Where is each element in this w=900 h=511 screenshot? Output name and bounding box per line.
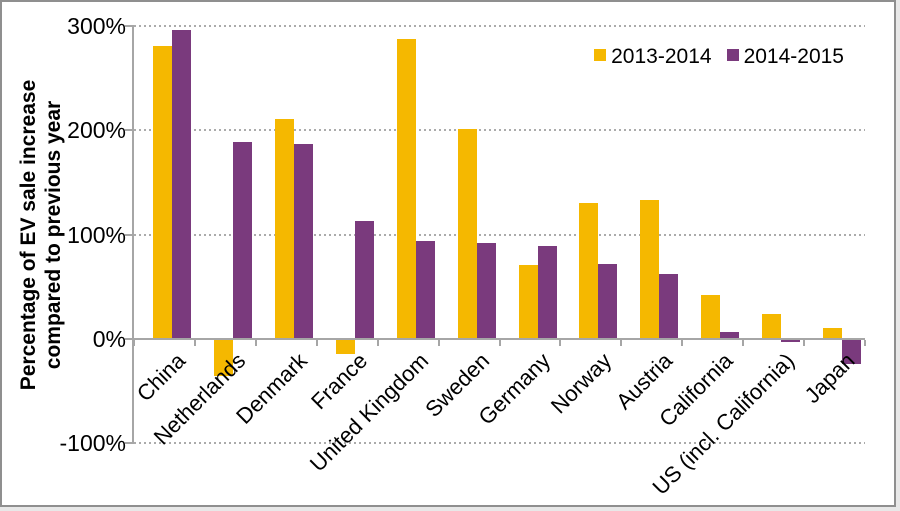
bar-sweden-2013-2014 xyxy=(457,129,477,339)
bar-china-2013-2014 xyxy=(153,45,172,339)
bar-united-kingdom-2013-2014 xyxy=(396,38,416,339)
bar-united-kingdom-2014-2015 xyxy=(415,240,435,339)
bar-china-2014-2015 xyxy=(172,30,191,339)
y-axis-tick-300% xyxy=(125,25,134,27)
y-axis-tick-0% xyxy=(125,337,134,340)
bar-austria-2014-2015 xyxy=(659,274,679,339)
bar-austria-2013-2014 xyxy=(640,200,660,339)
bar-sweden-2014-2015 xyxy=(476,242,496,339)
bar-denmark-2014-2015 xyxy=(293,143,313,339)
bar-california-2014-2015 xyxy=(720,332,740,339)
bar-france-2013-2014 xyxy=(335,339,355,355)
bar-us-incl-california--2013-2014 xyxy=(762,313,782,339)
bar-us-incl-california--2014-2015 xyxy=(781,339,801,342)
y-axis-tick-100% xyxy=(125,233,134,236)
bar-japan-2013-2014 xyxy=(823,328,843,339)
bar-netherlands-2014-2015 xyxy=(232,141,252,339)
bar-germany-2014-2015 xyxy=(537,245,557,339)
x-axis-tick-6 xyxy=(498,339,501,346)
bar-japan-2014-2015 xyxy=(842,339,862,364)
x-axis-tick-5 xyxy=(437,339,440,346)
x-axis-tick-1 xyxy=(193,339,196,346)
legend-swatch-2014-2015 xyxy=(726,49,739,61)
x-axis-tick-2 xyxy=(254,339,257,346)
legend-label-2014-2015: 2014-2015 xyxy=(743,45,844,68)
bar-california-2013-2014 xyxy=(701,294,721,339)
gridline-100% xyxy=(134,233,865,236)
legend: 2013-2014 2014-2015 xyxy=(594,45,844,69)
gridline-200% xyxy=(134,129,865,132)
y-axis-tick--100% xyxy=(125,442,134,444)
legend-item-2014-2015: 2014-2015 xyxy=(726,45,844,69)
bar-netherlands-2013-2014 xyxy=(213,339,233,377)
y-tick-label-300%: 300% xyxy=(67,13,126,39)
legend-swatch-2013-2014 xyxy=(594,49,607,61)
x-axis-line xyxy=(132,337,865,340)
x-axis-tick-12 xyxy=(864,339,866,346)
x-axis-tick-7 xyxy=(559,339,562,346)
x-axis-tick-4 xyxy=(376,339,379,346)
bar-norway-2013-2014 xyxy=(579,203,599,339)
x-axis-tick-10 xyxy=(742,339,745,346)
gridline-300% xyxy=(134,25,865,27)
y-tick-label-100%: 100% xyxy=(67,221,126,248)
bar-denmark-2013-2014 xyxy=(274,118,294,339)
y-tick-label-200%: 200% xyxy=(67,117,126,144)
bar-france-2014-2015 xyxy=(354,220,374,339)
x-axis-tick-0 xyxy=(133,339,135,346)
x-axis-tick-3 xyxy=(315,339,318,346)
x-axis-tick-9 xyxy=(681,339,684,346)
gridline--100% xyxy=(134,442,865,444)
x-category-label-japan: Japan xyxy=(799,347,860,408)
x-category-label-norway: Norway xyxy=(545,347,617,419)
y-tick-label-0%: 0% xyxy=(92,325,126,352)
x-axis-tick-8 xyxy=(620,339,623,346)
y-axis-tick-200% xyxy=(125,129,134,132)
bar-germany-2013-2014 xyxy=(518,264,538,339)
bar-norway-2014-2015 xyxy=(598,263,618,339)
x-axis-tick-11 xyxy=(803,339,806,346)
y-tick-label--100%: -100% xyxy=(59,430,126,456)
legend-item-2013-2014: 2013-2014 xyxy=(594,45,712,69)
legend-label-2013-2014: 2013-2014 xyxy=(611,45,712,68)
